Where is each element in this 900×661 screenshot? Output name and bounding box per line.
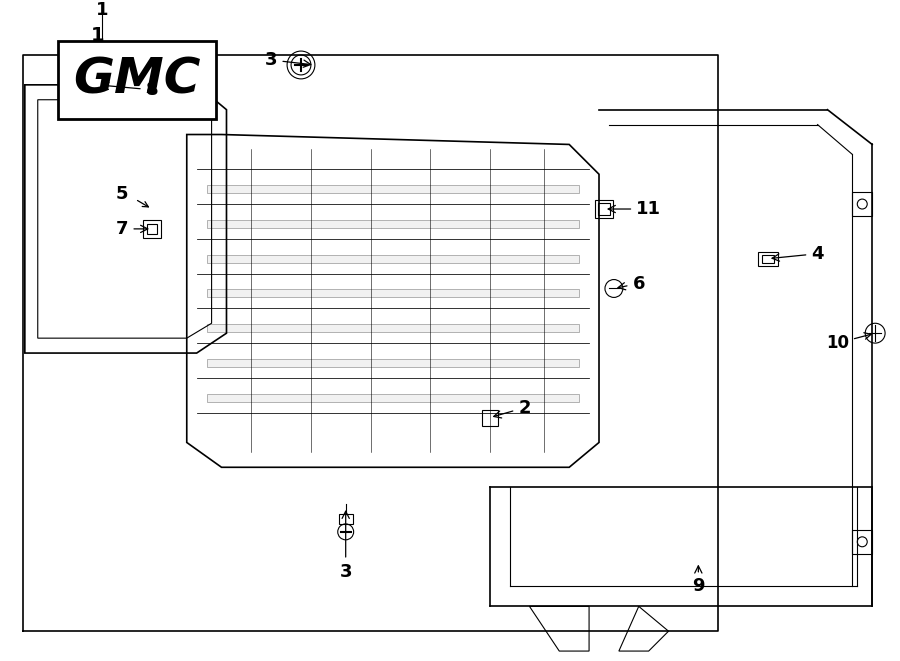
Text: 6: 6 [618,274,645,293]
Text: 2: 2 [494,399,531,418]
Bar [762,254,774,262]
Text: 5: 5 [116,185,129,203]
Polygon shape [207,394,579,402]
Polygon shape [207,220,579,228]
Bar [147,224,157,234]
Polygon shape [207,359,579,367]
Bar [338,514,353,524]
Text: 1: 1 [96,1,109,19]
Bar [595,200,613,218]
Text: 11: 11 [608,200,662,218]
Polygon shape [207,325,579,332]
Bar [482,410,498,426]
Bar [598,203,610,215]
Bar [143,220,161,238]
Text: GMC: GMC [73,56,201,104]
Text: 8: 8 [102,81,158,98]
Polygon shape [207,185,579,193]
Text: 10: 10 [826,332,871,352]
Text: 9: 9 [692,566,705,596]
Text: 1: 1 [91,26,104,45]
Text: 7: 7 [116,220,148,238]
Polygon shape [207,290,579,297]
Text: 3: 3 [339,511,352,580]
Text: 4: 4 [772,245,824,262]
Text: 3: 3 [265,51,310,69]
Bar [758,252,778,266]
Polygon shape [207,254,579,262]
